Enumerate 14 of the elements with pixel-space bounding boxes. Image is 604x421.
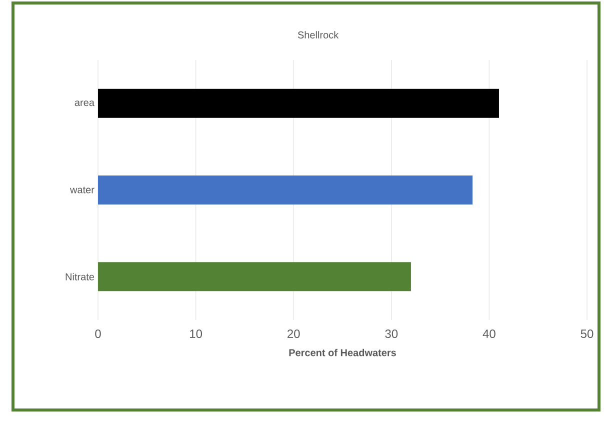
bar <box>98 176 473 205</box>
x-tick-label: 0 <box>95 330 101 338</box>
chart-title: Shellrock <box>298 31 339 38</box>
x-tick-label: 20 <box>288 330 300 338</box>
bar <box>98 88 499 118</box>
x-tick-label: 40 <box>482 330 496 338</box>
y-tick-label: area <box>74 100 94 106</box>
y-tick-label: Nitrate <box>66 273 94 280</box>
x-tick-label: 50 <box>580 330 594 338</box>
bar <box>98 262 411 292</box>
y-tick-label: water <box>70 186 94 194</box>
x-tick-label: 10 <box>190 330 202 338</box>
x-tick-label: 30 <box>385 330 398 338</box>
x-axis-title: Percent of Headwaters <box>289 348 396 356</box>
